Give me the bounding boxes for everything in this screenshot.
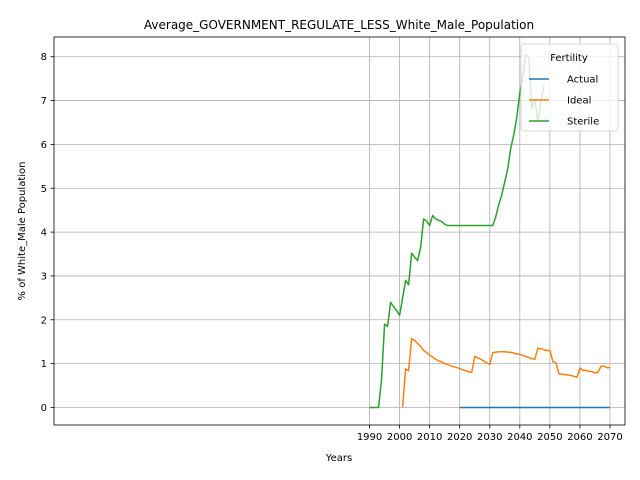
x-axis-ticks: 1990 2000 2010 2020 2030 2040 2050 2060 2070 [357,425,623,443]
x-tick-label: 2030 [477,432,502,443]
x-tick-label: 2040 [507,432,532,443]
legend: Fertility Actual Ideal Sterile [520,43,619,132]
y-tick-label: 3 [41,271,47,282]
legend-label-ideal: Ideal [567,96,591,107]
y-tick-label: 4 [41,228,47,239]
chart-title: Average_GOVERNMENT_REGULATE_LESS_White_M… [144,18,534,32]
legend-box [520,43,619,132]
x-tick-label: 2000 [387,432,412,443]
y-tick-label: 0 [41,403,47,414]
y-tick-label: 5 [41,184,47,195]
x-tick-label: 2010 [417,432,442,443]
x-tick-label: 2060 [567,432,592,443]
x-axis-label: Years [325,453,352,464]
plot-frame [53,36,626,426]
series-line-sterile [369,53,545,409]
x-tick-label: 2020 [447,432,472,443]
y-tick-label: 8 [41,52,47,63]
y-axis-ticks: 0 1 2 3 4 5 6 7 8 [41,52,54,414]
series-layer [369,53,610,409]
series-line-ideal [401,337,610,408]
y-tick-label: 1 [41,359,47,370]
y-tick-label: 6 [41,140,47,151]
y-tick-label: 2 [41,315,47,326]
legend-label-sterile: Sterile [567,117,599,128]
x-tick-label: 2070 [597,432,622,443]
x-tick-label: 1990 [357,432,382,443]
y-axis-label: % of White_Male Population [17,162,28,301]
legend-label-actual: Actual [567,75,598,86]
x-tick-label: 2050 [537,432,562,443]
y-tick-label: 7 [41,96,47,107]
legend-title: Fertility [550,53,588,64]
grid-lines [54,37,625,425]
